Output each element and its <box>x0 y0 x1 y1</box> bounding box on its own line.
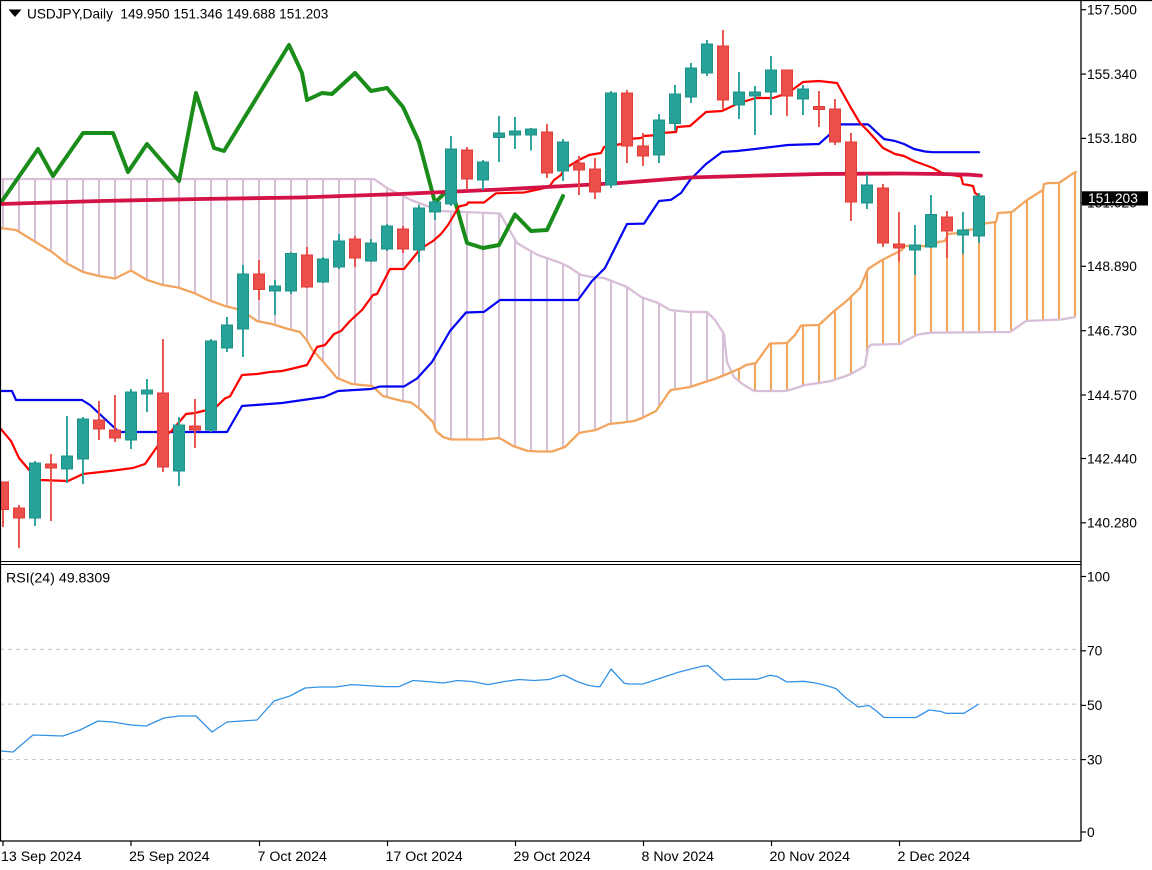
svg-text:146.730: 146.730 <box>1087 324 1137 339</box>
svg-text:70: 70 <box>1087 644 1103 659</box>
svg-text:13 Sep 2024: 13 Sep 2024 <box>1 849 82 865</box>
svg-text:151.203: 151.203 <box>1088 191 1138 206</box>
svg-text:RSI(24) 49.8309: RSI(24) 49.8309 <box>6 571 110 587</box>
svg-text:50: 50 <box>1087 698 1103 713</box>
svg-text:29 Oct 2024: 29 Oct 2024 <box>514 849 591 865</box>
svg-text:155.340: 155.340 <box>1087 67 1137 82</box>
svg-text:8 Nov 2024: 8 Nov 2024 <box>642 849 715 865</box>
svg-text:25 Sep 2024: 25 Sep 2024 <box>129 849 210 865</box>
svg-text:157.500: 157.500 <box>1087 3 1137 18</box>
svg-text:30: 30 <box>1087 752 1103 767</box>
svg-text:0: 0 <box>1087 825 1095 840</box>
svg-text:2 Dec 2024: 2 Dec 2024 <box>898 849 971 865</box>
svg-text:148.890: 148.890 <box>1087 259 1137 274</box>
svg-text:144.570: 144.570 <box>1087 388 1137 403</box>
svg-text:20 Nov 2024: 20 Nov 2024 <box>770 849 851 865</box>
svg-text:100: 100 <box>1087 569 1110 584</box>
svg-text:7 Oct 2024: 7 Oct 2024 <box>258 849 328 865</box>
svg-text:USDJPY,Daily 149.950 151.346: USDJPY,Daily 149.950 151.346 149.688 151… <box>27 7 328 22</box>
svg-text:153.180: 153.180 <box>1087 131 1137 146</box>
svg-text:17 Oct 2024: 17 Oct 2024 <box>386 849 463 865</box>
svg-text:140.280: 140.280 <box>1087 516 1137 531</box>
svg-text:142.440: 142.440 <box>1087 451 1137 466</box>
